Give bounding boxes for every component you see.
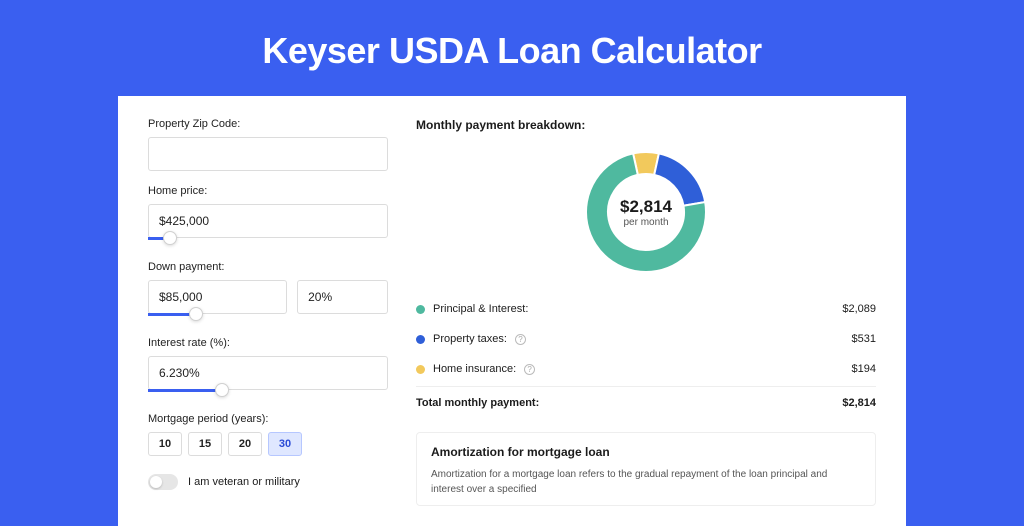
veteran-row: I am veteran or military	[148, 474, 388, 490]
veteran-label: I am veteran or military	[188, 476, 300, 488]
legend-row: Home insurance:? $194	[416, 354, 876, 384]
legend-value: $531	[852, 333, 876, 345]
down-payment-label: Down payment:	[148, 261, 388, 273]
home-price-input[interactable]	[148, 204, 388, 238]
legend-dot	[416, 305, 425, 314]
zip-label: Property Zip Code:	[148, 118, 388, 130]
legend-dot	[416, 335, 425, 344]
zip-input[interactable]	[148, 137, 388, 171]
interest-label: Interest rate (%):	[148, 337, 388, 349]
breakdown-column: Monthly payment breakdown: $2,814 per mo…	[416, 118, 876, 506]
donut-amount: $2,814	[620, 197, 672, 217]
breakdown-title: Monthly payment breakdown:	[416, 118, 876, 132]
home-price-slider[interactable]	[148, 237, 388, 247]
donut-wrap: $2,814 per month	[416, 142, 876, 294]
interest-slider[interactable]	[148, 389, 388, 399]
veteran-toggle[interactable]	[148, 474, 178, 490]
period-label: Mortgage period (years):	[148, 413, 388, 425]
home-price-label: Home price:	[148, 185, 388, 197]
amortization-box: Amortization for mortgage loan Amortizat…	[416, 432, 876, 506]
interest-slider-thumb[interactable]	[215, 383, 229, 397]
interest-field: Interest rate (%):	[148, 337, 388, 399]
home-price-field: Home price:	[148, 185, 388, 247]
total-label: Total monthly payment:	[416, 397, 539, 409]
info-icon[interactable]: ?	[524, 364, 535, 375]
down-payment-slider-thumb[interactable]	[189, 307, 203, 321]
period-btn-30[interactable]: 30	[268, 432, 302, 456]
period-row: 10152030	[148, 432, 388, 456]
period-btn-15[interactable]: 15	[188, 432, 222, 456]
total-row: Total monthly payment: $2,814	[416, 386, 876, 418]
legend-label: Principal & Interest:	[433, 303, 528, 315]
period-btn-20[interactable]: 20	[228, 432, 262, 456]
form-column: Property Zip Code: Home price: Down paym…	[148, 118, 388, 506]
legend-row: Property taxes:? $531	[416, 324, 876, 354]
down-payment-slider[interactable]	[148, 313, 388, 323]
period-field: Mortgage period (years): 10152030	[148, 413, 388, 456]
card-outer: Property Zip Code: Home price: Down paym…	[118, 96, 906, 526]
zip-field: Property Zip Code:	[148, 118, 388, 171]
legend-row: Principal & Interest: $2,089	[416, 294, 876, 324]
info-icon[interactable]: ?	[515, 334, 526, 345]
interest-slider-fill	[148, 389, 222, 392]
donut-sub: per month	[623, 217, 668, 228]
down-payment-field: Down payment:	[148, 261, 388, 323]
legend-value: $194	[852, 363, 876, 375]
interest-input[interactable]	[148, 356, 388, 390]
period-btn-10[interactable]: 10	[148, 432, 182, 456]
home-price-slider-thumb[interactable]	[163, 231, 177, 245]
donut-chart: $2,814 per month	[582, 148, 710, 276]
page-title: Keyser USDA Loan Calculator	[0, 0, 1024, 96]
legend-value: $2,089	[842, 303, 876, 315]
down-payment-pct-input[interactable]	[297, 280, 388, 314]
down-payment-amount-input[interactable]	[148, 280, 287, 314]
legend-list: Principal & Interest: $2,089 Property taxe…	[416, 294, 876, 384]
legend-dot	[416, 365, 425, 374]
amortization-text: Amortization for a mortgage loan refers …	[431, 467, 861, 497]
total-value: $2,814	[842, 397, 876, 409]
donut-center: $2,814 per month	[582, 148, 710, 276]
legend-label: Property taxes:	[433, 333, 507, 345]
amortization-title: Amortization for mortgage loan	[431, 445, 861, 459]
calculator-card: Property Zip Code: Home price: Down paym…	[118, 96, 906, 526]
legend-label: Home insurance:	[433, 363, 516, 375]
